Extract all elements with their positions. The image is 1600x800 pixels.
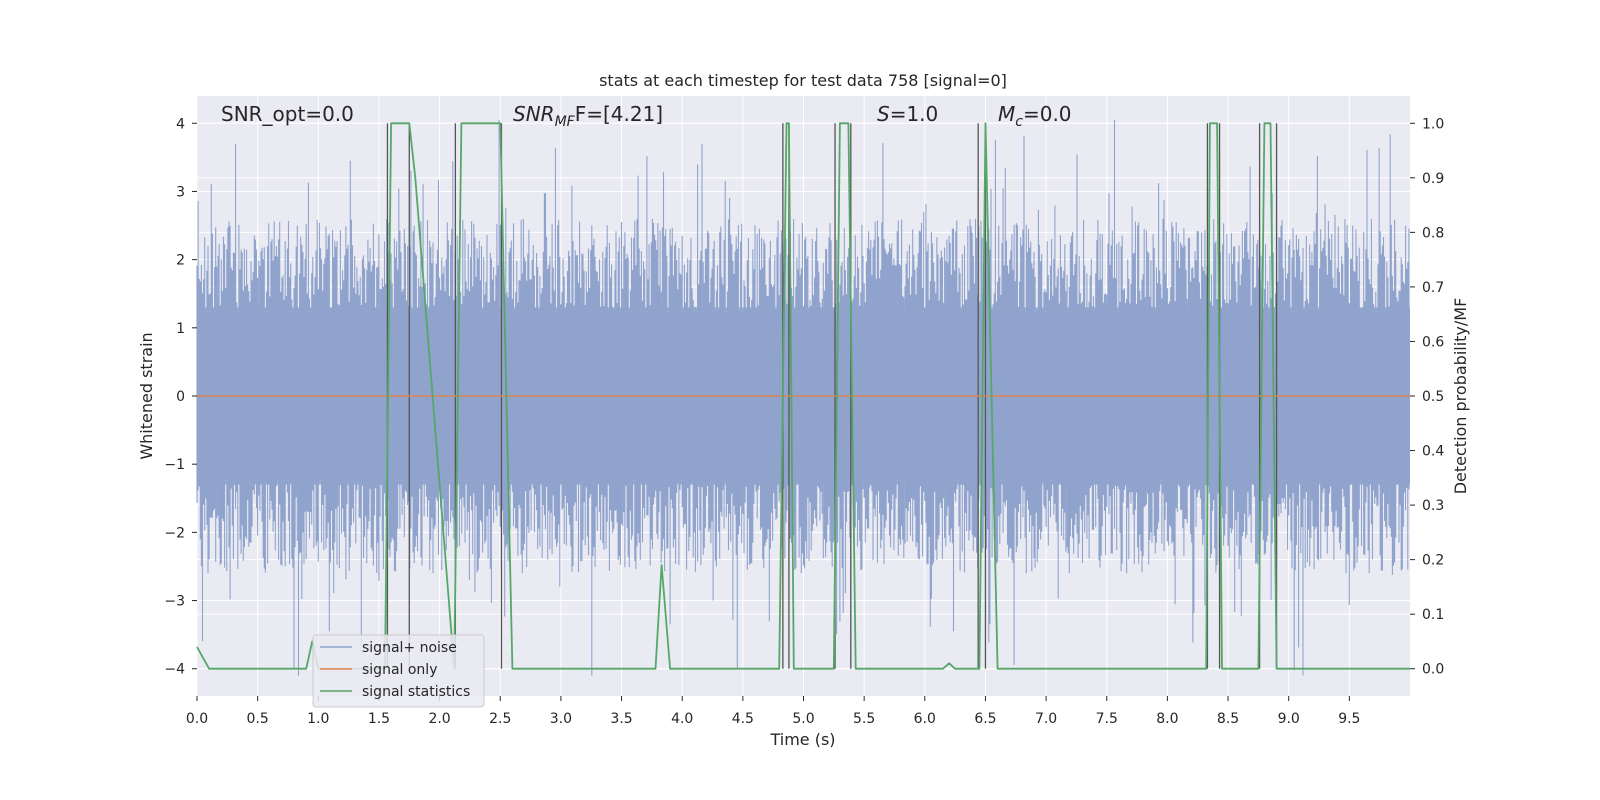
x-tick-label: 0.0 xyxy=(186,711,208,727)
x-tick-label: 2.5 xyxy=(489,711,511,727)
x-axis-label: Time (s) xyxy=(769,730,835,749)
x-tick-label: 8.0 xyxy=(1156,711,1178,727)
x-tick-label: 9.5 xyxy=(1338,711,1360,727)
y2-tick-label: 0.2 xyxy=(1422,553,1444,569)
y-tick-label: 4 xyxy=(176,116,185,132)
legend-label-stats: signal statistics xyxy=(362,684,470,700)
y2-tick-label: 0.8 xyxy=(1422,225,1444,241)
annotation-mc-prefix: M xyxy=(998,102,1015,126)
x-tick-label: 3.0 xyxy=(550,711,572,727)
legend-label-noise: signal+ noise xyxy=(362,640,457,656)
x-tick-label: 8.5 xyxy=(1217,711,1239,727)
y-tick-label: 3 xyxy=(176,184,185,200)
legend-label-signal: signal only xyxy=(362,662,437,678)
y-tick-label: 2 xyxy=(176,253,185,269)
annotation-mc-sub: c xyxy=(1015,114,1023,130)
chart-title: stats at each timestep for test data 758… xyxy=(599,71,1007,90)
y2-tick-label: 0.0 xyxy=(1422,662,1444,678)
y-tick-label: −3 xyxy=(164,594,185,610)
annotation-mc: Mc=0.0 xyxy=(998,102,1072,130)
y2-axis-label: Detection probability/MF xyxy=(1451,298,1470,495)
annotation-snr-mf: SNRMFF=[4.21] xyxy=(513,102,663,130)
y-tick-label: 0 xyxy=(176,389,185,405)
x-tick-label: 1.5 xyxy=(368,711,390,727)
x-tick-label: 9.0 xyxy=(1278,711,1300,727)
annotation-s-value: =1.0 xyxy=(890,102,939,126)
y2-tick-label: 1.0 xyxy=(1422,116,1444,132)
annotation-mc-value: =0.0 xyxy=(1023,102,1072,126)
annotation-s-prefix: S xyxy=(877,102,890,126)
signal-statistics-series xyxy=(196,122,1410,670)
y2-tick-label: 0.3 xyxy=(1422,498,1444,514)
x-tick-label: 7.0 xyxy=(1035,711,1057,727)
x-tick-label: 5.0 xyxy=(792,711,814,727)
x-tick-label: 7.5 xyxy=(1096,711,1118,727)
x-tick-label: 1.0 xyxy=(307,711,329,727)
x-tick-label: 3.5 xyxy=(610,711,632,727)
x-tick-label: 2.0 xyxy=(428,711,450,727)
x-axis-ticks: 0.0 0.5 1.0 1.5 2.0 2.5 3.0 3.5 4.0 4.5 5.0 5.5 6.0 6… xyxy=(186,696,1360,727)
x-tick-label: 4.0 xyxy=(671,711,693,727)
annotation-snr-mf-prefix: SNR xyxy=(513,102,555,126)
y2-tick-label: 0.5 xyxy=(1422,389,1444,405)
x-tick-label: 6.5 xyxy=(974,711,996,727)
y2-tick-label: 0.1 xyxy=(1422,607,1444,623)
signal-statistics-line xyxy=(196,122,1410,670)
x-tick-label: 0.5 xyxy=(247,711,269,727)
x-tick-label: 6.0 xyxy=(914,711,936,727)
x-tick-label: 5.5 xyxy=(853,711,875,727)
y2-tick-label: 0.4 xyxy=(1422,444,1444,460)
y2-tick-label: 0.6 xyxy=(1422,334,1444,350)
y-tick-label: −4 xyxy=(164,662,185,678)
legend: signal+ noise signal only signal statist… xyxy=(312,634,485,708)
y-axis-label: Whitened strain xyxy=(137,332,156,459)
legend-box xyxy=(312,634,485,708)
x-tick-label: 4.5 xyxy=(732,711,754,727)
y2-axis-ticks: 1.0 0.9 0.8 0.7 0.6 0.5 0.4 0.3 0.2 0.1 0.0 xyxy=(1410,116,1444,678)
y-axis-ticks: 4 3 2 1 0 −1 −2 −3 −4 xyxy=(164,116,197,678)
annotation-snr-mf-value: F=[4.21] xyxy=(575,102,663,126)
y-tick-label: −1 xyxy=(164,457,185,473)
y2-tick-label: 0.7 xyxy=(1422,280,1444,296)
y-tick-label: 1 xyxy=(176,321,185,337)
y-tick-label: −2 xyxy=(164,525,185,541)
y2-tick-label: 0.9 xyxy=(1422,171,1444,187)
annotation-snr-mf-sub: MF xyxy=(555,114,576,130)
annotation-s: S=1.0 xyxy=(877,102,938,126)
annotation-snr-opt: SNR_opt=0.0 xyxy=(221,102,354,126)
